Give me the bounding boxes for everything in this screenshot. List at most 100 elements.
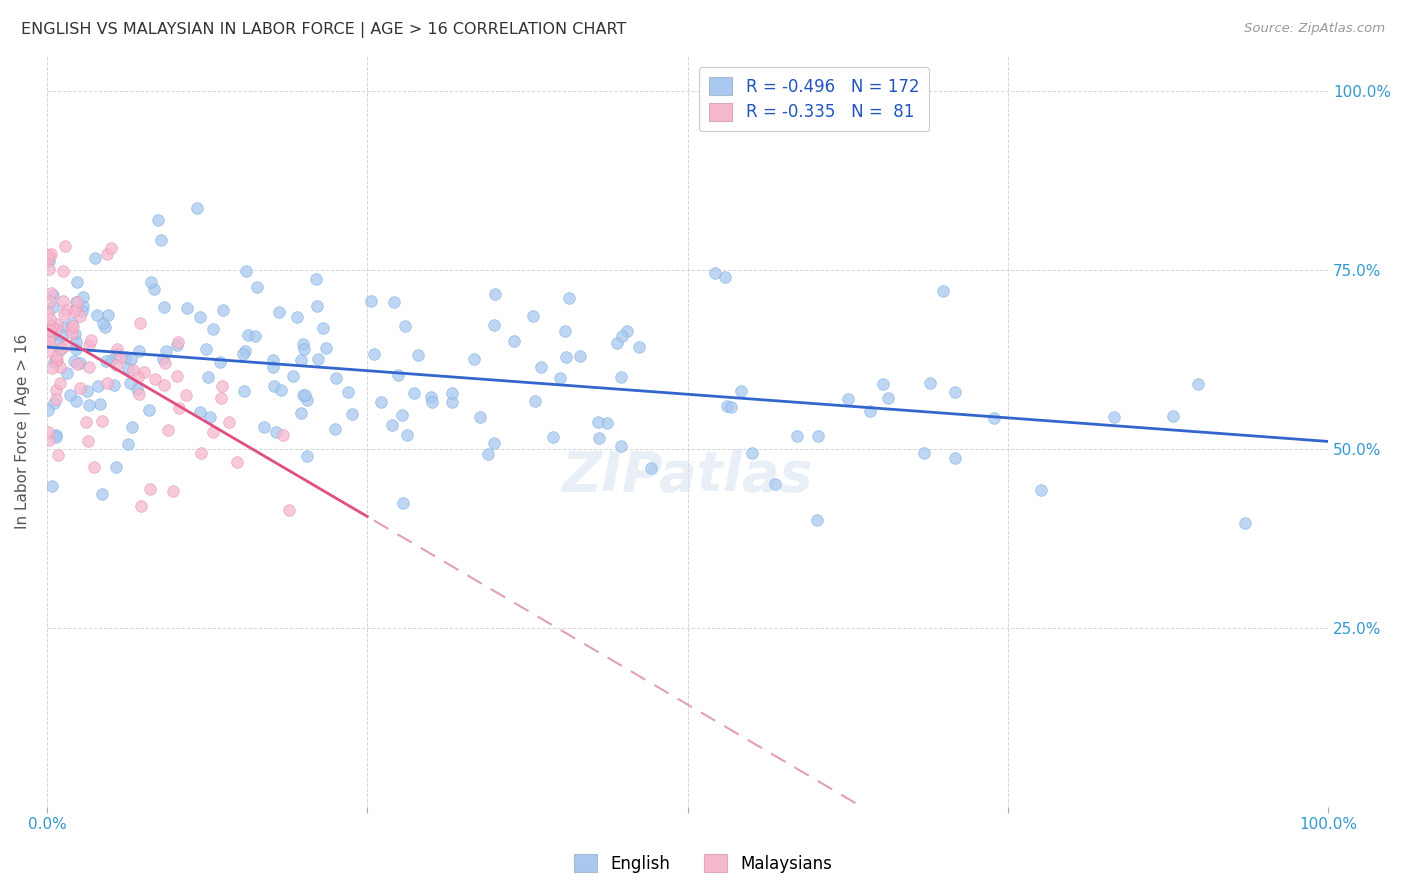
Point <box>323 421 346 435</box>
Point <box>46 448 69 462</box>
Point <box>174 387 197 401</box>
Point <box>482 318 505 333</box>
Point <box>281 368 304 383</box>
Point <box>37 343 59 358</box>
Point <box>49 376 72 390</box>
Point <box>294 388 316 402</box>
Point <box>83 252 105 266</box>
Point <box>76 434 98 448</box>
Point <box>76 384 98 398</box>
Point <box>45 430 67 444</box>
Point <box>49 341 72 355</box>
Point <box>523 394 546 409</box>
Text: ZIPatlas: ZIPatlas <box>562 450 813 503</box>
Point <box>75 415 97 429</box>
Point <box>596 417 619 431</box>
Point <box>63 327 86 342</box>
Point <box>484 287 506 301</box>
Point <box>91 316 114 330</box>
Point <box>39 246 62 260</box>
Point <box>290 352 312 367</box>
Point <box>45 322 67 336</box>
Point <box>381 418 404 433</box>
Point <box>391 408 413 422</box>
Point <box>127 370 149 384</box>
Point <box>440 386 463 401</box>
Point <box>612 328 634 343</box>
Point <box>138 482 160 496</box>
Point <box>55 303 77 318</box>
Point <box>118 376 141 390</box>
Point <box>100 241 122 255</box>
Point <box>38 323 60 337</box>
Point <box>42 355 65 369</box>
Point <box>262 353 284 368</box>
Point <box>569 350 592 364</box>
Point <box>235 264 257 278</box>
Point <box>41 320 63 334</box>
Point <box>336 384 359 399</box>
Point <box>41 361 63 376</box>
Point <box>943 451 966 466</box>
Point <box>65 294 87 309</box>
Point <box>108 351 131 365</box>
Point <box>121 420 143 434</box>
Point <box>198 410 221 425</box>
Point <box>120 351 142 366</box>
Point <box>1187 376 1209 391</box>
Point <box>39 311 62 326</box>
Point <box>307 351 329 366</box>
Point <box>1029 483 1052 497</box>
Point <box>139 276 162 290</box>
Point <box>72 299 94 313</box>
Point <box>77 338 100 352</box>
Point <box>730 384 752 398</box>
Point <box>52 264 75 278</box>
Point <box>65 394 87 409</box>
Point <box>60 326 83 341</box>
Point <box>94 319 117 334</box>
Point <box>65 342 87 356</box>
Point <box>77 398 100 412</box>
Point <box>640 460 662 475</box>
Point <box>89 397 111 411</box>
Point <box>382 294 405 309</box>
Point <box>38 433 60 447</box>
Point <box>69 382 91 396</box>
Point <box>502 334 524 348</box>
Point <box>105 358 128 372</box>
Point <box>83 459 105 474</box>
Point <box>55 367 77 381</box>
Point <box>197 369 219 384</box>
Point <box>188 405 211 419</box>
Point <box>877 392 900 406</box>
Point <box>305 299 328 313</box>
Point <box>117 361 139 376</box>
Point <box>131 499 153 513</box>
Point <box>166 334 188 349</box>
Point <box>463 352 485 367</box>
Point <box>588 431 610 445</box>
Point <box>38 254 60 268</box>
Point <box>65 302 87 317</box>
Point <box>52 307 75 321</box>
Point <box>117 437 139 451</box>
Point <box>212 303 235 318</box>
Point <box>41 329 63 343</box>
Point <box>482 435 505 450</box>
Point <box>558 291 581 305</box>
Point <box>134 365 156 379</box>
Point <box>441 395 464 409</box>
Point <box>543 430 565 444</box>
Point <box>103 377 125 392</box>
Point <box>297 392 319 407</box>
Point <box>786 429 808 443</box>
Point <box>267 305 290 319</box>
Point <box>201 322 224 336</box>
Point <box>105 342 128 356</box>
Point <box>100 353 122 368</box>
Point <box>150 234 173 248</box>
Point <box>1161 409 1184 423</box>
Point <box>37 306 59 320</box>
Point <box>128 344 150 359</box>
